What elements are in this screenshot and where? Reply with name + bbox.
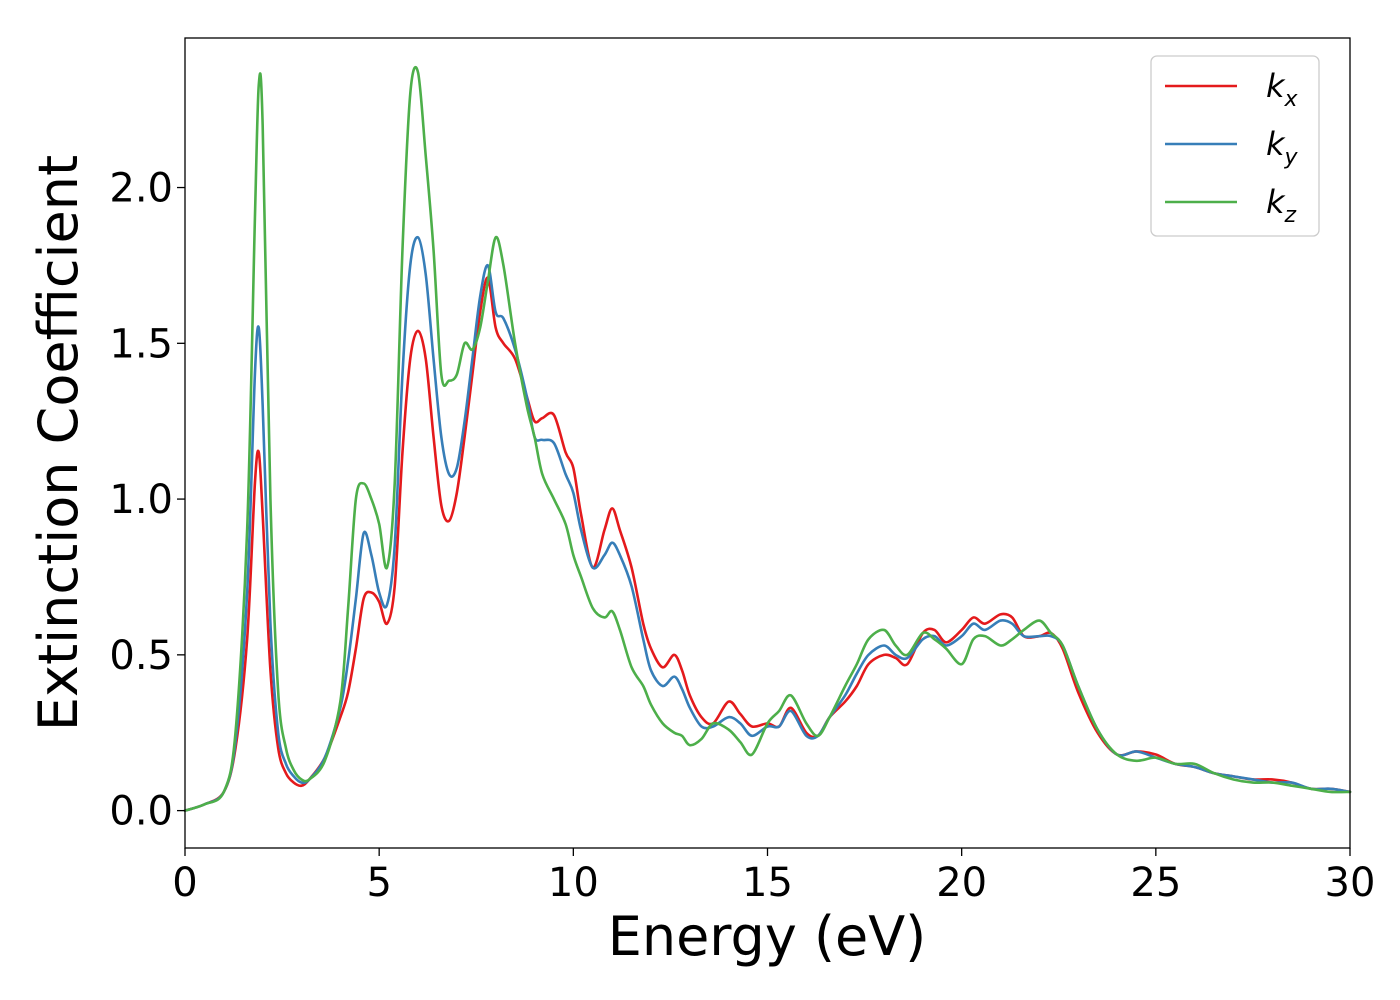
- y-tick-label: 2.0: [109, 166, 173, 212]
- y-tick-label: 0.5: [109, 633, 173, 679]
- series-line-kx: [183, 276, 1352, 812]
- series-line-kz: [183, 65, 1352, 812]
- legend-box: [1150, 55, 1320, 237]
- x-tick-label: 20: [936, 860, 987, 906]
- y-tick-label: 1.5: [109, 321, 173, 367]
- x-tick-label: 10: [548, 860, 599, 906]
- series-layer: [183, 65, 1352, 812]
- x-tick-label: 0: [172, 860, 197, 906]
- y-axis: 0.0 0.5 1.0 1.5 2.0: [109, 166, 185, 835]
- legend-label-ky: ky: [1266, 125, 1299, 170]
- x-axis-title: Energy (eV): [608, 905, 927, 968]
- y-tick-label: 1.0: [109, 477, 173, 523]
- legend: kx ky kz: [1150, 55, 1320, 237]
- y-axis-title: Extinction Coefficient: [27, 155, 90, 731]
- x-tick-label: 25: [1130, 860, 1181, 906]
- x-tick-label: 5: [366, 860, 391, 906]
- x-tick-label: 15: [742, 860, 793, 906]
- x-tick-label: 30: [1325, 860, 1376, 906]
- legend-label-kx: kx: [1266, 67, 1299, 112]
- y-tick-label: 0.0: [109, 789, 173, 835]
- x-axis: 0 5 10 15 20 25 30: [172, 848, 1375, 906]
- legend-label-kz: kz: [1266, 183, 1297, 228]
